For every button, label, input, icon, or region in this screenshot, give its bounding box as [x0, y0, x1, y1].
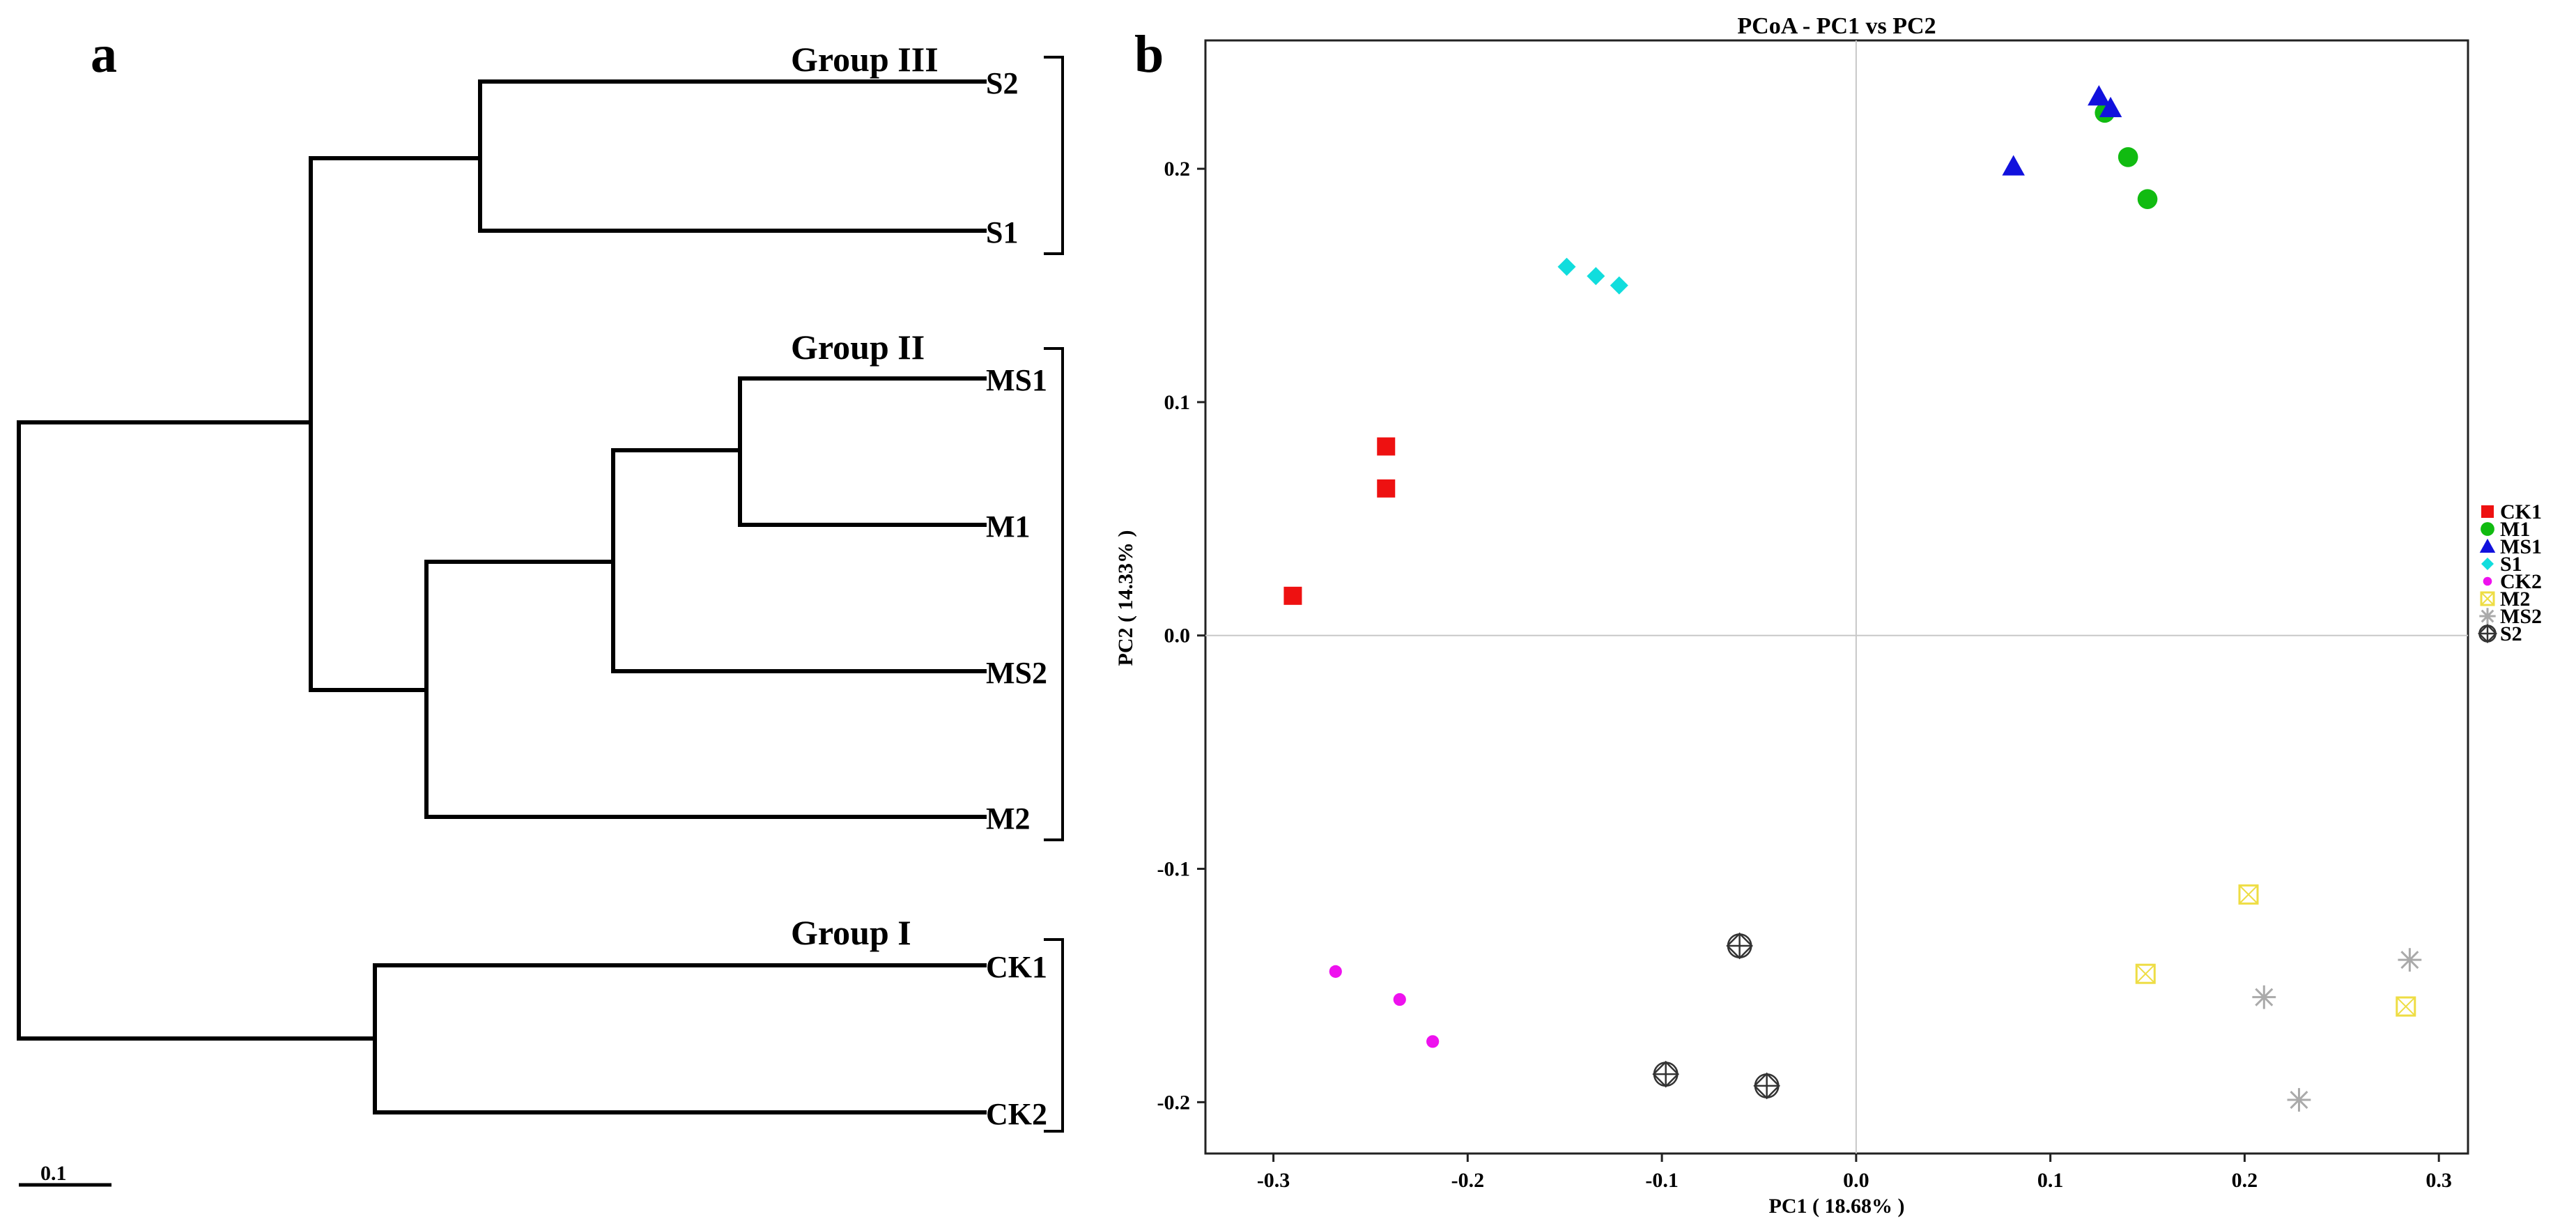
- series-ck1: [1283, 437, 1396, 605]
- point-ck2-3: [1426, 1035, 1440, 1048]
- point-m2-3: [2396, 996, 2416, 1017]
- legend-marker-ms2: [2479, 608, 2496, 625]
- y-axis-ticks: -0.2 -0.1 0.0 0.1 0.2: [1157, 158, 1205, 1114]
- leaf-label-ms1: MS1: [986, 363, 1047, 397]
- plot-frame: [1204, 39, 2469, 1155]
- series-ms1: [2002, 85, 2122, 176]
- group-labels: Group III Group II Group I: [791, 40, 939, 952]
- point-ck2-2: [1393, 993, 1406, 1006]
- dendrogram-branches: [17, 79, 987, 1114]
- legend-label-m1: M1: [2500, 518, 2530, 541]
- legend-marker-m1: [2481, 522, 2494, 536]
- data-points: [1283, 85, 2422, 1112]
- bracket-group3: [1044, 56, 1064, 255]
- leaf-label-s2: S2: [986, 66, 1018, 100]
- legend-marker-ms1: [2479, 538, 2496, 553]
- point-ck1-2: [1377, 437, 1396, 456]
- x-axis-label: PC1 ( 18.68% ): [1769, 1195, 1905, 1218]
- leaf-label-m1: M1: [986, 509, 1031, 544]
- leaf-label-m2: M2: [986, 802, 1031, 836]
- point-s1-1: [1557, 257, 1576, 276]
- series-m2: [2135, 884, 2416, 1017]
- panel-a-letter: a: [91, 25, 117, 84]
- series-ms2: [2252, 948, 2422, 1112]
- legend-marker-s2: [2478, 624, 2497, 643]
- bracket-group1: [1044, 938, 1064, 1133]
- legend-label-s1: S1: [2500, 553, 2522, 576]
- legend-label-s2: S2: [2500, 622, 2522, 645]
- bracket-group2: [1044, 347, 1064, 841]
- y-tick-label: -0.2: [1157, 1091, 1191, 1114]
- legend-marker-s1: [2481, 558, 2494, 570]
- scale-bar-label: 0.1: [40, 1162, 67, 1185]
- group-brackets: [1044, 56, 1064, 1133]
- group-label-ii: Group II: [791, 328, 925, 367]
- legend-marker-ck1: [2481, 505, 2494, 518]
- legend-label-ck1: CK1: [2500, 500, 2542, 523]
- group-label-i: Group I: [791, 913, 911, 952]
- point-ms2-3: [2287, 1088, 2311, 1112]
- series-s1: [1557, 257, 1628, 295]
- point-m2-1: [2238, 884, 2259, 905]
- y-tick-label: 0.2: [1164, 158, 1191, 181]
- pcoa-panel: b PCoA - PC1 vs PC2 -0.3 -0.2 -0.1 0.0 0.1 0.…: [1114, 13, 2542, 1218]
- x-axis-ticks: -0.3 -0.2 -0.1 0.0 0.1 0.2 0.3: [1257, 1154, 2452, 1192]
- legend-label-m2: M2: [2500, 588, 2530, 611]
- legend-label-ms2: MS2: [2500, 605, 2542, 628]
- point-ck1-1: [1283, 586, 1302, 605]
- point-m2-2: [2135, 963, 2156, 984]
- x-tick-label: -0.3: [1257, 1169, 1290, 1192]
- legend-marker-ck2: [2483, 576, 2492, 586]
- panel-b-letter: b: [1134, 25, 1164, 84]
- point-ms2-2: [2252, 985, 2276, 1009]
- y-axis-label: PC2 ( 14.33% ): [1114, 530, 1137, 666]
- legend-marker-m2: [2480, 591, 2495, 606]
- leaf-label-ck2: CK2: [986, 1097, 1047, 1131]
- point-s1-2: [1587, 267, 1605, 286]
- group-label-iii: Group III: [791, 40, 939, 79]
- point-ms2-1: [2398, 948, 2422, 972]
- point-ms1-3: [2099, 96, 2122, 118]
- point-s2-1: [1726, 932, 1753, 960]
- leaf-label-s1: S1: [986, 215, 1018, 250]
- series-m1: [2095, 102, 2158, 209]
- legend-label-ms1: MS1: [2500, 535, 2542, 558]
- leaf-labels: S2 S1 MS1 M1 MS2 M2 CK1 CK2: [986, 66, 1047, 1131]
- legend-label-ck2: CK2: [2500, 570, 2542, 593]
- x-tick-label: -0.1: [1645, 1169, 1679, 1192]
- scale-bar: 0.1: [19, 1162, 111, 1187]
- point-m1-2: [2118, 147, 2138, 167]
- point-m1-3: [2137, 189, 2158, 209]
- x-tick-label: 0.1: [2037, 1169, 2064, 1192]
- chart-title: PCoA - PC1 vs PC2: [1737, 13, 1936, 39]
- series-s2: [1652, 932, 1780, 1100]
- point-s2-3: [1753, 1072, 1780, 1100]
- y-tick-label: 0.0: [1164, 625, 1191, 648]
- x-tick-label: 0.3: [2425, 1169, 2452, 1192]
- point-s1-3: [1610, 276, 1628, 295]
- y-tick-label: -0.1: [1157, 858, 1191, 881]
- y-tick-label: 0.1: [1164, 391, 1191, 414]
- dendrogram-panel: a: [17, 25, 1064, 1187]
- point-ms1-1: [2002, 155, 2025, 176]
- leaf-label-ck1: CK1: [986, 950, 1047, 984]
- x-tick-label: -0.2: [1451, 1169, 1485, 1192]
- point-ms1-2: [2088, 85, 2111, 106]
- x-tick-label: 0.2: [2232, 1169, 2258, 1192]
- point-ck1-3: [1377, 479, 1396, 498]
- point-ck2-1: [1329, 965, 1342, 978]
- point-s2-2: [1652, 1060, 1680, 1088]
- leaf-label-ms2: MS2: [986, 656, 1047, 690]
- series-ck2: [1329, 965, 1440, 1048]
- x-tick-label: 0.0: [1843, 1169, 1869, 1192]
